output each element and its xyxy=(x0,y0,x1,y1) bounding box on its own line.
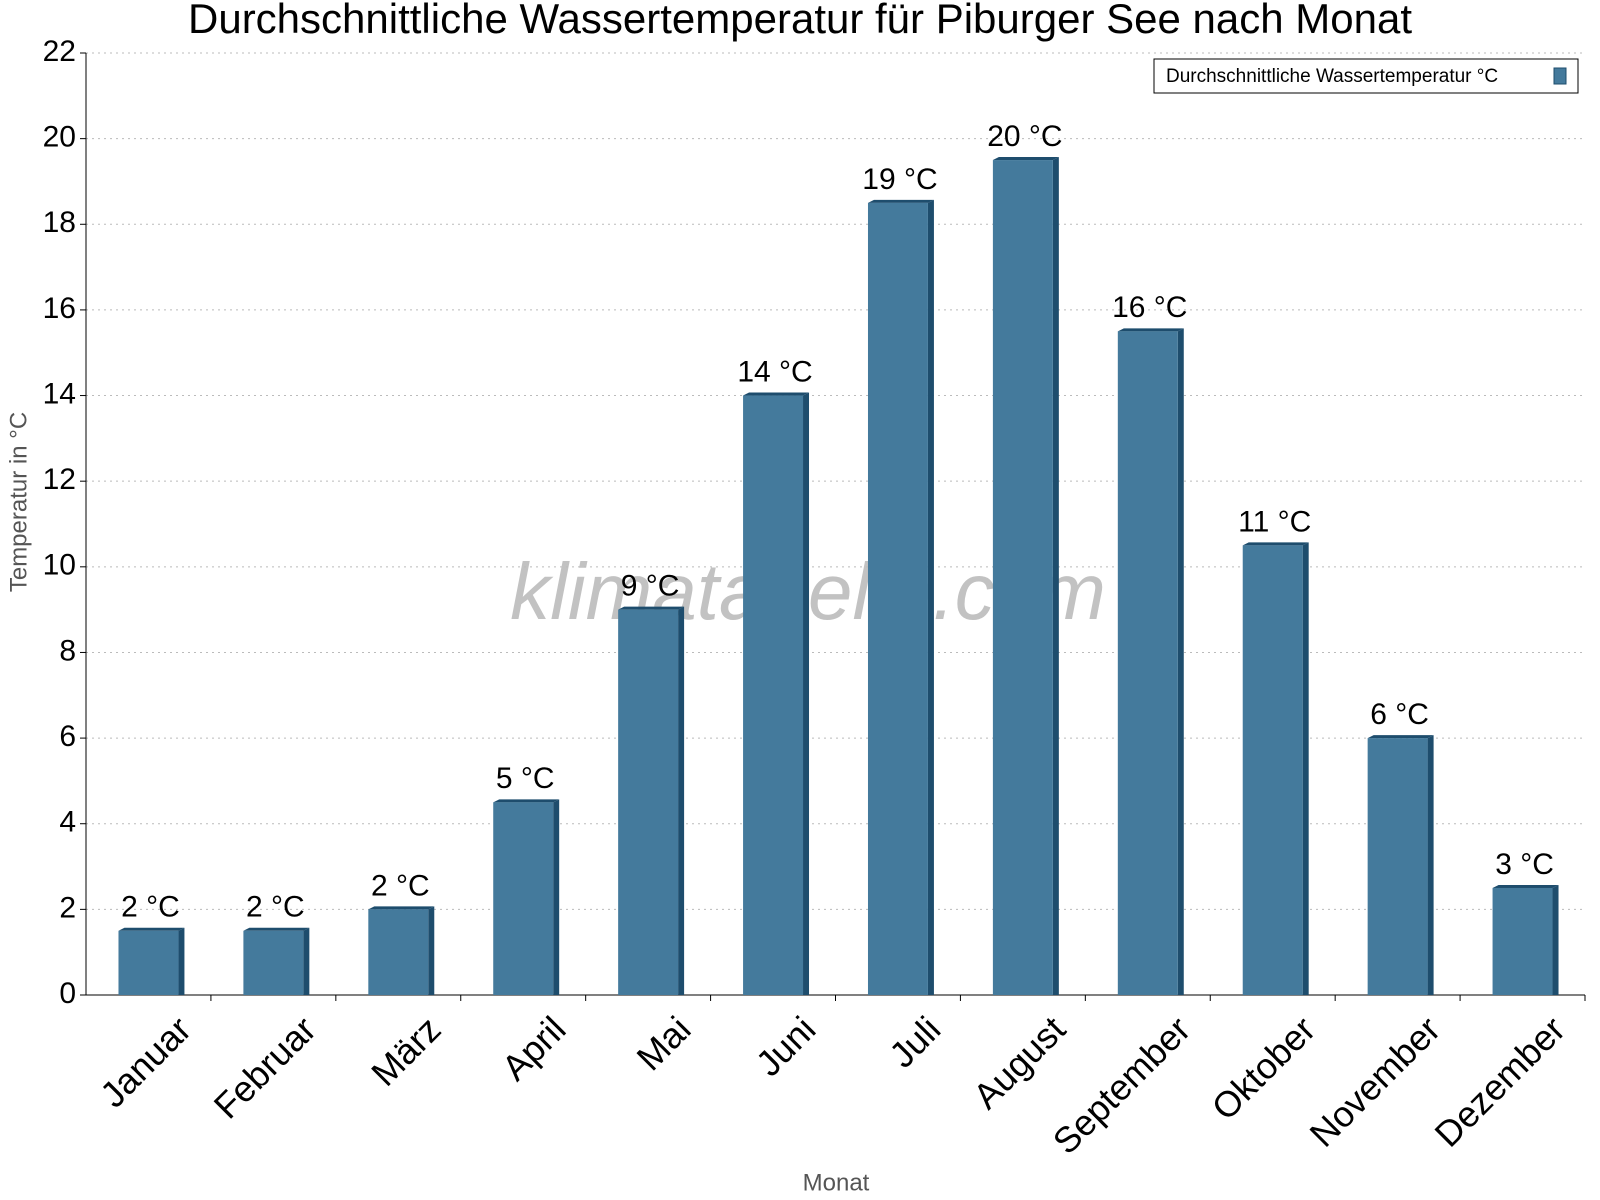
y-tick-label: 6 xyxy=(59,720,76,753)
bar-face xyxy=(493,802,554,995)
legend-swatch xyxy=(1553,67,1567,85)
x-tick-label: November xyxy=(1302,1008,1448,1154)
bar xyxy=(1367,735,1434,995)
bar xyxy=(368,906,435,995)
bar-face xyxy=(867,202,928,995)
bar-side xyxy=(428,906,435,995)
bar-side xyxy=(303,927,310,995)
x-tick-label: Oktober xyxy=(1204,1008,1324,1128)
bar-top xyxy=(1367,735,1434,739)
legend-box xyxy=(1153,58,1579,94)
bar-top xyxy=(743,392,810,396)
bar-side xyxy=(1052,157,1059,995)
y-tick-label: 12 xyxy=(43,463,76,496)
bar-face xyxy=(743,395,804,996)
data-label: 11 °C xyxy=(1238,505,1311,538)
bar-face xyxy=(992,160,1053,995)
data-label: 19 °C xyxy=(862,163,937,196)
bar-top xyxy=(243,927,310,931)
bar-top xyxy=(992,157,1059,161)
bar xyxy=(867,199,934,995)
bar-top xyxy=(618,606,685,610)
bar-side xyxy=(927,199,934,995)
x-tick-label: Februar xyxy=(206,1008,324,1126)
data-label: 5 °C xyxy=(496,762,555,795)
chart-title: Durchschnittliche Wassertemperatur für P… xyxy=(188,0,1412,42)
bar-face xyxy=(368,909,429,995)
bar-top xyxy=(1242,542,1309,546)
bar-face xyxy=(118,930,179,995)
y-tick-label: 10 xyxy=(43,549,76,582)
y-tick-label: 18 xyxy=(43,206,76,239)
bar-top xyxy=(1117,328,1184,332)
bar-top xyxy=(118,927,185,931)
bar-side xyxy=(1177,328,1184,995)
bar xyxy=(743,392,810,996)
bar xyxy=(118,927,185,995)
bar-side xyxy=(178,927,185,995)
y-tick-label: 0 xyxy=(59,977,76,1010)
data-label: 6 °C xyxy=(1370,698,1429,731)
bar-top xyxy=(867,199,934,203)
bar-face xyxy=(618,609,679,995)
data-label: 16 °C xyxy=(1112,291,1187,324)
data-label: 2 °C xyxy=(246,891,305,924)
bar-face xyxy=(1117,331,1178,995)
bar-side xyxy=(678,606,685,995)
bar-side xyxy=(1427,735,1434,995)
bar xyxy=(243,927,310,995)
x-tick-label: März xyxy=(363,1008,449,1094)
bar xyxy=(493,799,560,995)
x-tick-label: Juni xyxy=(748,1008,824,1084)
x-tick-label: Juli xyxy=(881,1008,948,1075)
bar-face xyxy=(1242,545,1303,995)
y-tick-label: 2 xyxy=(59,891,76,924)
data-label: 2 °C xyxy=(371,869,430,902)
bar-top xyxy=(493,799,560,803)
x-axis-label: Monat xyxy=(803,1169,870,1196)
y-tick-label: 16 xyxy=(43,292,76,325)
legend-label: Durchschnittliche Wassertemperatur °C xyxy=(1166,66,1498,87)
data-label: 3 °C xyxy=(1495,848,1554,881)
bar xyxy=(1117,328,1184,995)
y-tick-label: 8 xyxy=(59,634,76,667)
x-tick-label: Mai xyxy=(628,1008,698,1078)
bar-side xyxy=(553,799,560,995)
x-tick-label: August xyxy=(965,1008,1073,1116)
bar xyxy=(1492,884,1559,995)
bar-top xyxy=(1492,884,1559,888)
data-label: 2 °C xyxy=(121,891,180,924)
x-tick-label: Dezember xyxy=(1427,1008,1573,1154)
bar xyxy=(618,606,685,995)
y-axis-label: Temperatur in °C xyxy=(5,412,32,592)
x-tick-label: Januar xyxy=(92,1008,199,1115)
data-label: 9 °C xyxy=(621,570,680,603)
x-tick-label: April xyxy=(494,1008,574,1088)
data-label: 20 °C xyxy=(987,120,1062,153)
bar-face xyxy=(1492,887,1553,995)
y-tick-label: 4 xyxy=(59,806,76,839)
bar-side xyxy=(803,392,810,996)
bar-face xyxy=(243,930,304,995)
y-tick-label: 20 xyxy=(43,121,76,154)
bar xyxy=(992,157,1059,995)
bar-side xyxy=(1552,884,1559,995)
bar xyxy=(1242,542,1309,995)
y-tick-label: 14 xyxy=(43,377,76,410)
y-tick-label: 22 xyxy=(43,35,76,68)
data-label: 14 °C xyxy=(737,355,812,388)
bar-face xyxy=(1367,738,1428,995)
bar-side xyxy=(1302,542,1309,995)
x-tick-label: September xyxy=(1045,1008,1199,1162)
bar-top xyxy=(368,906,435,910)
